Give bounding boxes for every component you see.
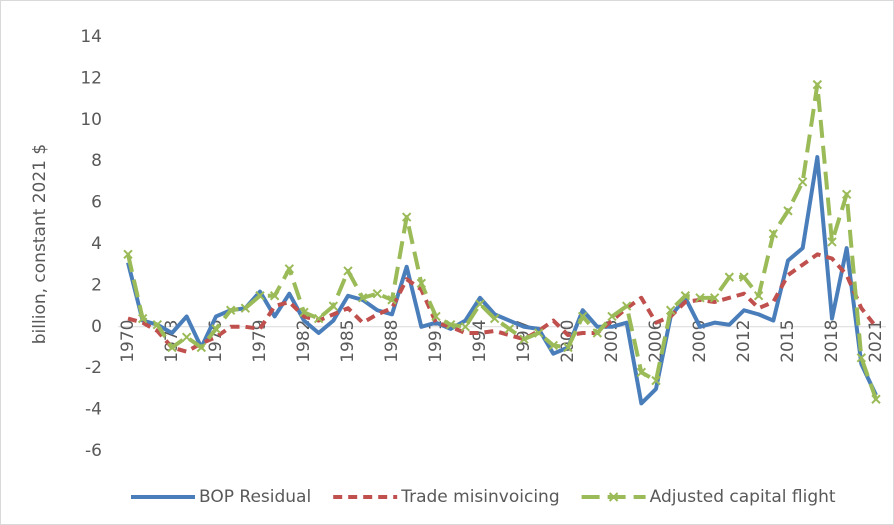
point-marker: [181, 332, 192, 342]
point-marker: [489, 313, 500, 324]
x-tick-label: 2009: [690, 320, 710, 363]
point-marker: [563, 342, 573, 353]
x-tick-label: 2012: [734, 320, 754, 363]
point-marker: [841, 189, 852, 200]
point-marker: [621, 301, 632, 311]
point-marker: [709, 293, 720, 303]
y-tick-label: 0: [91, 317, 102, 337]
x-tick-label: 1979: [250, 320, 270, 363]
y-tick-label: 14: [80, 27, 102, 47]
point-marker: [416, 278, 427, 289]
point-marker: [533, 328, 544, 338]
point-marker: [387, 295, 397, 305]
point-marker: [783, 206, 793, 216]
point-marker: [695, 293, 705, 303]
point-marker: [636, 367, 647, 378]
y-tick-label: -4: [85, 400, 102, 420]
x-tick-label: 1991: [426, 320, 446, 363]
point-marker: [577, 311, 588, 322]
point-marker: [299, 307, 309, 318]
point-marker: [431, 311, 441, 322]
y-tick-label: 8: [91, 151, 102, 171]
x-tick-label: 1985: [338, 320, 358, 363]
point-marker: [123, 249, 133, 260]
point-marker: [592, 328, 603, 338]
point-marker: [724, 272, 735, 282]
point-marker: [152, 320, 163, 330]
y-tick-label: 10: [80, 110, 102, 130]
point-marker: [328, 301, 339, 311]
point-marker: [548, 340, 559, 351]
point-marker: [313, 313, 324, 324]
point-marker: [827, 237, 837, 247]
point-marker: [343, 266, 353, 276]
point-marker: [357, 293, 368, 303]
x-tick-label: 2003: [602, 320, 622, 363]
point-marker: [269, 291, 280, 301]
y-tick-label: 4: [91, 234, 102, 254]
x-tick-label: 1970: [118, 320, 138, 363]
x-tick-label: 2015: [778, 320, 798, 363]
point-marker: [211, 324, 221, 334]
y-tick-label: 12: [80, 68, 102, 88]
legend-label: Adjusted capital flight: [650, 487, 836, 507]
point-marker: [284, 264, 295, 274]
series-line: [126, 82, 878, 400]
series-line: [127, 252, 878, 354]
point-marker: [812, 79, 823, 90]
x-tick-label: 1982: [294, 320, 314, 363]
point-marker: [196, 342, 207, 353]
point-marker: [460, 322, 471, 332]
x-tick-label: 1988: [382, 320, 402, 363]
point-marker: [137, 313, 148, 324]
legend-marker: [608, 492, 619, 502]
point-marker: [475, 299, 485, 309]
x-tick-label: 2021: [866, 320, 886, 363]
y-axis-label: billion, constant 2021 $: [30, 144, 50, 344]
legend-label: BOP Residual: [199, 487, 311, 507]
point-marker: [651, 375, 661, 386]
y-tick-label: -6: [85, 441, 102, 461]
x-tick-label: 2018: [822, 320, 842, 363]
point-marker: [665, 305, 676, 315]
point-marker: [401, 212, 412, 222]
y-tick-label: 6: [91, 193, 102, 213]
y-tick-label: 2: [91, 275, 102, 295]
point-marker: [167, 342, 177, 353]
point-marker: [519, 334, 529, 344]
x-tick-label: 1994: [470, 320, 490, 363]
point-marker: [504, 324, 515, 334]
legend-label: Trade misinvoicing: [400, 487, 559, 507]
point-marker: [680, 291, 691, 301]
point-marker: [856, 353, 867, 363]
point-marker: [871, 394, 881, 404]
point-marker: [797, 177, 808, 187]
point-marker: [739, 272, 749, 282]
point-marker: [753, 291, 764, 301]
point-marker: [607, 311, 617, 322]
point-marker: [255, 291, 265, 301]
point-marker: [225, 305, 236, 315]
y-tick-label: -2: [85, 358, 102, 378]
point-marker: [372, 288, 383, 299]
point-marker: [240, 303, 251, 313]
point-marker: [768, 228, 779, 239]
point-marker: [445, 320, 456, 330]
